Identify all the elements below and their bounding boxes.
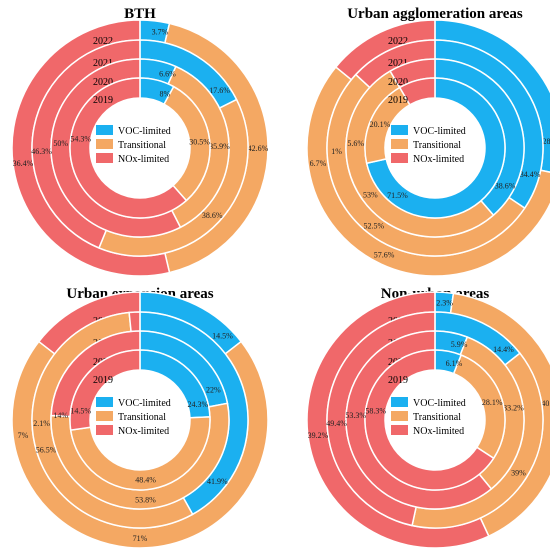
data-label: 6.6% bbox=[159, 69, 176, 78]
legend-swatch bbox=[391, 425, 408, 435]
data-label: 53.8% bbox=[135, 495, 156, 504]
legend-label: VOC-limited bbox=[118, 126, 171, 137]
year-label: 2020 bbox=[388, 77, 408, 88]
year-label: 2022 bbox=[93, 36, 113, 47]
data-label: 52.5% bbox=[364, 221, 385, 230]
ring-segment-2019-transitional bbox=[69, 416, 211, 491]
data-label: 71% bbox=[133, 534, 148, 543]
legend-label: VOC-limited bbox=[413, 398, 466, 409]
data-label: 53.3% bbox=[345, 411, 366, 420]
data-label: 40.8% bbox=[541, 399, 550, 408]
data-label: 56.5% bbox=[36, 446, 57, 455]
chart-panel-3: Urban expansion areas14.5%71%202241.9%56… bbox=[11, 286, 269, 549]
year-label: 2019 bbox=[388, 375, 408, 386]
legend-swatch bbox=[96, 153, 113, 163]
legend-swatch bbox=[96, 125, 113, 135]
data-label: 14.5% bbox=[212, 332, 233, 341]
legend: VOC-limited Transitional NOx-limited bbox=[391, 125, 466, 165]
data-label: 22% bbox=[206, 385, 221, 394]
chart-panel-4: Non-urban areas2.3%40.8%202214.4%39%2021… bbox=[306, 286, 550, 549]
data-label: 39.2% bbox=[308, 431, 329, 440]
data-label: 35.9% bbox=[209, 142, 230, 151]
data-label: 20.1% bbox=[370, 120, 391, 129]
ring-segment-2019-nox-limited bbox=[69, 349, 141, 431]
legend-swatch bbox=[391, 139, 408, 149]
data-label: 41.9% bbox=[207, 477, 228, 486]
chart-panel-2: Urban agglomeration areas 28.3% 57.6% 2022 3… bbox=[306, 6, 550, 277]
data-label: 54.3% bbox=[70, 135, 91, 144]
data-label: 3.7% bbox=[152, 28, 169, 37]
data-label: 6.7% bbox=[310, 159, 327, 168]
data-label: 7% bbox=[18, 431, 29, 440]
data-label: 28.1% bbox=[482, 398, 503, 407]
data-label: 14% bbox=[53, 411, 68, 420]
data-label: 36.4% bbox=[13, 159, 34, 168]
legend-swatch bbox=[391, 411, 408, 421]
legend-swatch bbox=[96, 139, 113, 149]
data-label: 49.4% bbox=[326, 419, 347, 428]
legend-label: NOx-limited bbox=[118, 426, 169, 437]
year-label: 2021 bbox=[388, 58, 408, 69]
data-label: 1% bbox=[331, 147, 342, 156]
data-label: 53% bbox=[363, 190, 378, 199]
legend-label: NOx-limited bbox=[413, 154, 464, 165]
data-label: 2.3% bbox=[436, 298, 453, 307]
data-label: 38.6% bbox=[202, 211, 223, 220]
chart-title: BTH bbox=[124, 6, 156, 22]
legend-label: Transitional bbox=[118, 412, 166, 423]
legend-label: Transitional bbox=[413, 412, 461, 423]
ring-segment-2021-nox-limited bbox=[128, 311, 141, 333]
data-label: 42.6% bbox=[248, 144, 269, 153]
data-label: 8% bbox=[160, 89, 171, 98]
legend: VOC-limited Transitional NOx-limited bbox=[96, 125, 171, 165]
data-label: 71.5% bbox=[387, 191, 408, 200]
legend-label: VOC-limited bbox=[118, 398, 171, 409]
ring-segment-2019-voc-limited bbox=[365, 77, 506, 219]
data-label: 6.1% bbox=[446, 359, 463, 368]
year-label: 2019 bbox=[388, 95, 408, 106]
data-label: 46.3% bbox=[31, 147, 52, 156]
year-label: 2019 bbox=[93, 95, 113, 106]
data-label: 58.3% bbox=[365, 407, 386, 416]
legend-label: Transitional bbox=[413, 140, 461, 151]
legend-label: VOC-limited bbox=[413, 126, 466, 137]
legend-label: NOx-limited bbox=[413, 426, 464, 437]
legend-swatch bbox=[96, 397, 113, 407]
data-label: 34.4% bbox=[520, 170, 541, 179]
legend-swatch bbox=[96, 425, 113, 435]
ring-segment-2019-nox-limited bbox=[364, 349, 495, 491]
legend-swatch bbox=[391, 397, 408, 407]
chart-title: Urban agglomeration areas bbox=[347, 6, 523, 22]
data-label: 48.4% bbox=[135, 476, 156, 485]
ring-segment-2019-nox-limited bbox=[398, 77, 436, 106]
data-label: 2.1% bbox=[33, 419, 50, 428]
year-label: 2021 bbox=[93, 58, 113, 69]
legend-swatch bbox=[96, 411, 113, 421]
chart-panel-1: BTH 3.7% 42.6% 2022 17.6% 38.6% 2021 6.6% 35.9% 2… bbox=[11, 6, 269, 277]
year-label: 2019 bbox=[93, 375, 113, 386]
data-label: 14.5% bbox=[70, 407, 91, 416]
ring-segment-2019-nox-limited bbox=[69, 77, 188, 219]
legend: VOC-limited Transitional NOx-limited bbox=[391, 397, 466, 437]
legend-label: NOx-limited bbox=[118, 154, 169, 165]
data-label: 39% bbox=[511, 468, 526, 477]
year-label: 2022 bbox=[388, 36, 408, 47]
data-label: 24.3% bbox=[187, 400, 208, 409]
data-label: 38.6% bbox=[495, 181, 516, 190]
data-label: 50% bbox=[53, 139, 68, 148]
data-label: 17.6% bbox=[209, 86, 230, 95]
data-label: 28.3% bbox=[542, 137, 550, 146]
legend-swatch bbox=[391, 153, 408, 163]
year-label: 2020 bbox=[93, 77, 113, 88]
data-label: 30.5% bbox=[189, 137, 210, 146]
data-label: 14.4% bbox=[493, 345, 514, 354]
legend-label: Transitional bbox=[118, 140, 166, 151]
legend-swatch bbox=[391, 125, 408, 135]
data-label: 57.6% bbox=[374, 250, 395, 259]
data-label: 5.9% bbox=[451, 340, 468, 349]
data-label: 5.6% bbox=[347, 139, 364, 148]
legend: VOC-limited Transitional NOx-limited bbox=[96, 397, 171, 437]
data-label: 33.2% bbox=[503, 404, 524, 413]
